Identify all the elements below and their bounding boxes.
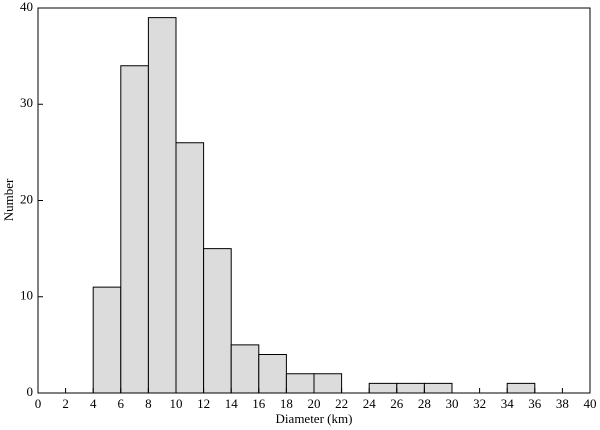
x-tick-label: 0 (35, 396, 42, 411)
y-tick-label: 0 (27, 384, 34, 399)
x-tick-label: 36 (528, 396, 542, 411)
y-tick-label: 10 (20, 288, 33, 303)
bar (258, 354, 287, 394)
x-tick-label: 16 (252, 396, 266, 411)
y-tick-label: 20 (20, 191, 33, 206)
x-axis-label: Diameter (km) (276, 411, 353, 426)
x-tick-label: 38 (556, 396, 569, 411)
y-axis-label: Number (1, 178, 16, 221)
x-tick-label: 6 (118, 396, 125, 411)
bar (175, 142, 205, 394)
x-tick-label: 34 (501, 396, 515, 411)
x-tick-label: 14 (225, 396, 239, 411)
bar (147, 17, 177, 394)
x-tick-label: 26 (390, 396, 404, 411)
x-tick-label: 40 (584, 396, 597, 411)
x-tick-label: 2 (62, 396, 69, 411)
x-tick-label: 8 (145, 396, 152, 411)
bar (120, 65, 149, 394)
x-tick-label: 20 (308, 396, 321, 411)
bar (396, 382, 425, 394)
bar (92, 286, 122, 394)
y-tick-label: 30 (20, 95, 33, 110)
bar (313, 373, 343, 394)
x-tick-label: 24 (363, 396, 377, 411)
x-tick-label: 22 (335, 396, 348, 411)
bar (506, 382, 536, 394)
y-tick-label: 40 (20, 0, 33, 14)
x-tick-label: 12 (197, 396, 210, 411)
x-tick-label: 32 (473, 396, 486, 411)
bar (285, 373, 315, 394)
x-tick-label: 30 (446, 396, 459, 411)
bar (230, 344, 260, 394)
x-tick-label: 10 (170, 396, 183, 411)
x-tick-label: 18 (280, 396, 293, 411)
bar (423, 382, 453, 394)
x-tick-label: 28 (418, 396, 431, 411)
bar (203, 248, 232, 394)
bar (368, 382, 398, 394)
x-tick-label: 4 (90, 396, 97, 411)
